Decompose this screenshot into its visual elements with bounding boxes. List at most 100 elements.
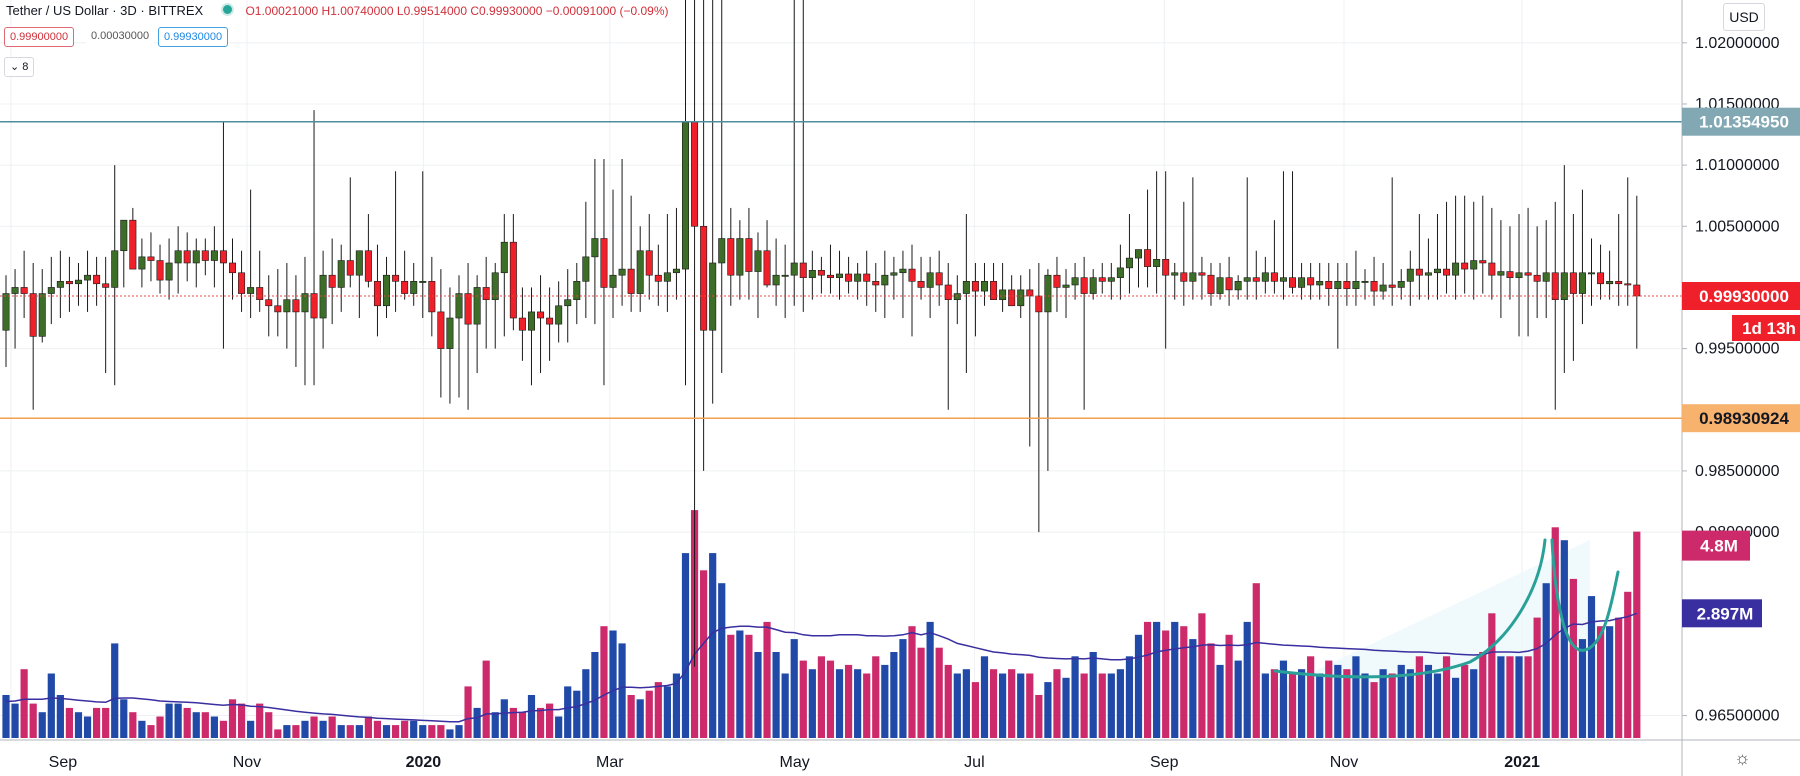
volume-bar [890, 652, 898, 738]
volume-bar [527, 695, 536, 738]
volume-bar [93, 707, 101, 738]
candle-body [1298, 277, 1306, 288]
grid [0, 0, 1680, 740]
price-tick-label: 0.99500000 [1695, 341, 1780, 358]
trend-curve-annotation [1273, 538, 1547, 679]
candle-body [564, 299, 572, 307]
volume-bar [1524, 656, 1532, 738]
candle-body [1488, 262, 1496, 276]
support-price-label-bg [1682, 404, 1800, 433]
volume-bar [129, 712, 137, 738]
settings-gear-icon[interactable]: ☼ [1734, 748, 1751, 768]
volume-bar [500, 699, 508, 738]
volume-bar [1017, 673, 1025, 738]
candle-body [1388, 284, 1396, 288]
volume-bar [120, 699, 128, 738]
volume-bar [1461, 664, 1469, 738]
candle-body [944, 284, 952, 300]
time-tick-label: Nov [233, 754, 261, 771]
candle-body [654, 274, 662, 282]
candle-body [899, 268, 907, 274]
candle-body [962, 281, 970, 294]
last-price-label-text: 0.99930000 [1699, 287, 1789, 306]
volume-bar [1116, 669, 1124, 738]
volume-value-label-text: 4.8M [1700, 537, 1738, 556]
volume-bar [1243, 621, 1251, 738]
volume-bar [455, 725, 463, 738]
volume-bar [1415, 656, 1423, 738]
volume-bar [111, 643, 119, 738]
volume-bar [20, 669, 28, 738]
candle-body [446, 317, 454, 349]
volume-bar [1352, 656, 1360, 738]
candle-body [292, 299, 300, 313]
volume-bar [1388, 673, 1396, 738]
candle-body [201, 250, 209, 261]
candle-body [1216, 277, 1224, 294]
candle-body [1171, 272, 1179, 276]
candle-body [1189, 272, 1197, 282]
candle-body [455, 293, 463, 319]
volume-bar [446, 729, 454, 738]
candle-body [319, 274, 327, 319]
candle-body [1524, 272, 1532, 276]
volume-bar [962, 669, 970, 738]
candle-body [627, 268, 635, 294]
candle-body [573, 281, 581, 300]
volume-bar [165, 703, 173, 738]
candle-body [29, 293, 37, 337]
candle-body [700, 225, 708, 331]
candle-body [1560, 272, 1568, 300]
volume-bar [419, 725, 427, 738]
volume-bar [564, 686, 572, 738]
volume-bar [56, 695, 64, 738]
candle-body [609, 274, 617, 288]
volume-bar [1479, 652, 1487, 738]
candle-body [111, 250, 119, 288]
volume-bar [265, 712, 273, 738]
candle-body [681, 122, 689, 270]
volume-ma-line [5, 612, 1638, 723]
volume-ma-value-label-text: 2.897M [1697, 604, 1754, 623]
candle-body [727, 238, 735, 276]
volume-value-label-bg [1682, 530, 1750, 561]
volume-bar [1515, 656, 1523, 738]
volume-bar [781, 673, 789, 738]
volume-bar [437, 725, 445, 738]
candle-body [663, 272, 671, 282]
time-tick-label: Nov [1330, 754, 1358, 771]
currency-button[interactable]: USD [1723, 3, 1765, 31]
volume-bar [1143, 621, 1152, 738]
volume-value-label: 4.8M [1682, 530, 1750, 561]
volume-bar [808, 669, 816, 738]
volume-bar [201, 712, 209, 738]
volume-bar [1234, 660, 1242, 738]
candle-body [971, 281, 979, 292]
candle-body [383, 274, 391, 307]
volume-bar [373, 720, 382, 738]
candle-body [781, 274, 789, 277]
candle-body [863, 273, 871, 282]
volume-bar [1062, 677, 1070, 738]
candle-body [192, 250, 200, 264]
volume-bar [219, 720, 228, 738]
candle-body [1397, 281, 1405, 288]
candle-body [11, 287, 19, 294]
candle-body [392, 274, 400, 282]
candle-body [1270, 272, 1278, 282]
ask-price-button[interactable]: 0.99930000 [158, 27, 229, 47]
candle-body [1569, 272, 1577, 294]
bid-price-button[interactable]: 0.99900000 [4, 27, 75, 47]
candle-body [1606, 281, 1614, 285]
volume-bar [953, 673, 961, 738]
time-tick-label: Jul [964, 754, 984, 771]
volume-bar [1615, 617, 1623, 738]
price-tick-label: 1.02000000 [1695, 35, 1780, 52]
collapse-indicators-button[interactable]: ⌄ 8 [4, 57, 35, 77]
symbol-title: Tether / US Dollar · 3D · BITTREX [6, 3, 204, 18]
volume-bar [772, 652, 780, 738]
volume-bar [1587, 596, 1596, 738]
last-price-label: 0.99930000 [1682, 282, 1800, 310]
candle-body [174, 250, 182, 264]
